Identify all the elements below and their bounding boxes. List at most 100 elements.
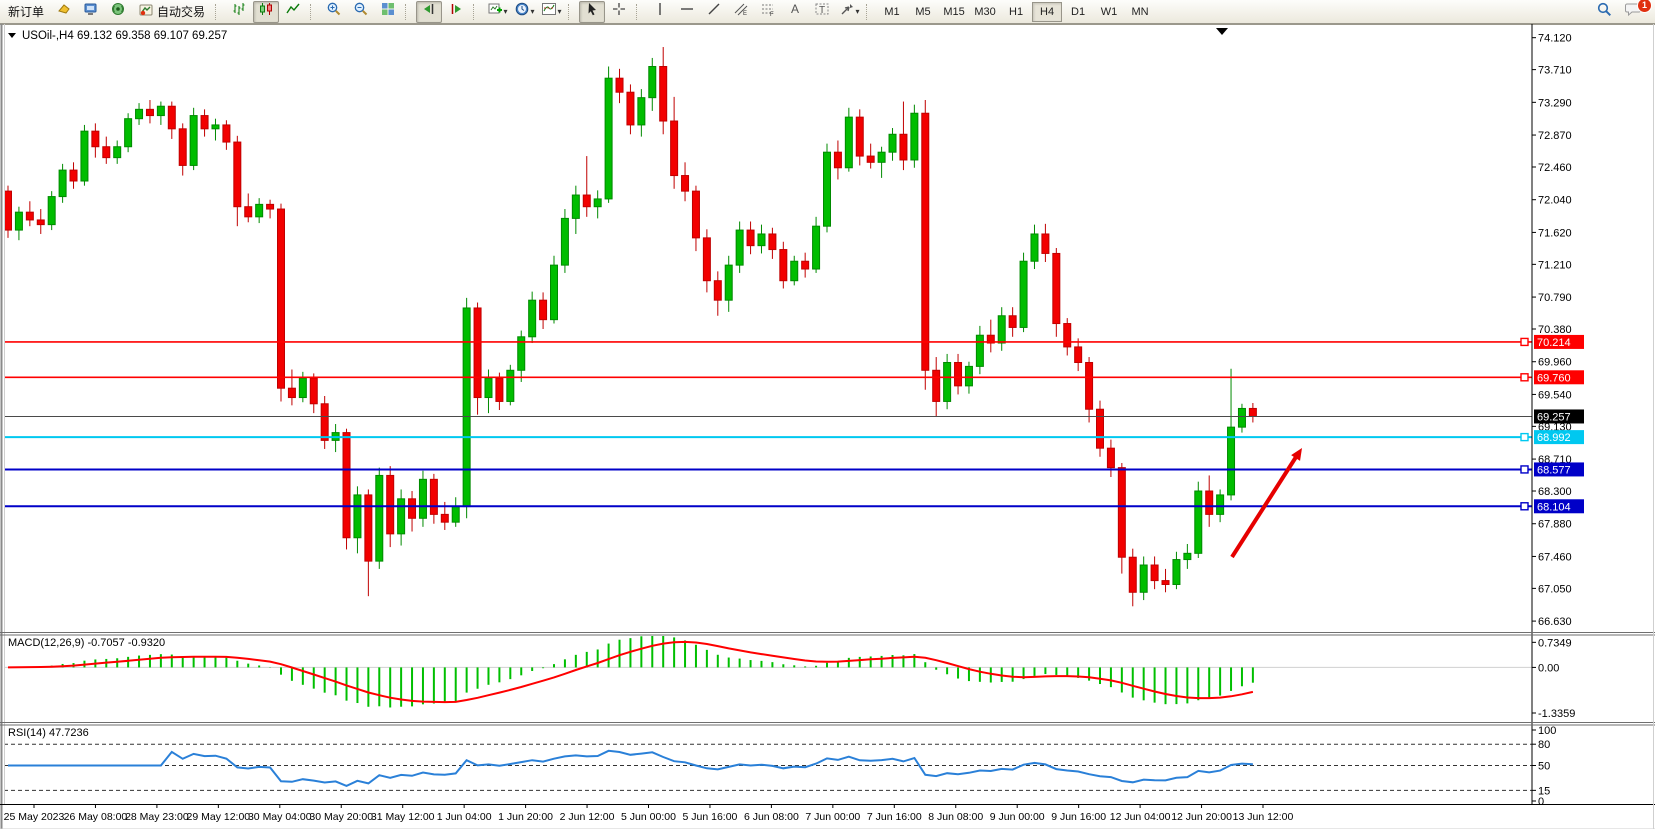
price-hlines[interactable]: 70.214 69.760 69.257 68.992 68.577 68.104 <box>4 334 1584 514</box>
price-label-text: 69.257 <box>1537 411 1571 423</box>
equidistant-channel-button[interactable]: E <box>728 1 754 23</box>
terminal-button[interactable] <box>105 1 131 23</box>
end-marker-icon <box>1216 28 1228 35</box>
market-watch-button[interactable] <box>51 1 77 23</box>
svg-text:74.120: 74.120 <box>1538 33 1572 45</box>
notifications-button[interactable]: 1 <box>1621 0 1652 23</box>
svg-text:71.210: 71.210 <box>1538 259 1572 271</box>
new-chart-button[interactable]: ▾ <box>484 1 510 23</box>
svg-text:6 Jun 08:00: 6 Jun 08:00 <box>744 811 799 823</box>
autotrade-button[interactable]: 自动交易 <box>132 1 211 23</box>
hline-handle[interactable] <box>1520 502 1529 511</box>
svg-text:0.00: 0.00 <box>1538 662 1559 674</box>
search-button[interactable] <box>1591 1 1617 23</box>
macd-label: MACD(12,26,9) -0.7057 -0.9320 <box>8 637 165 649</box>
equidistant-channel-icon: E <box>733 1 749 22</box>
navigator-button[interactable] <box>78 1 104 23</box>
timeframe-m1-button[interactable]: M1 <box>884 5 900 18</box>
timeframe-w1-button[interactable]: W1 <box>1100 5 1118 18</box>
svg-text:30 May 04:00: 30 May 04:00 <box>248 811 312 823</box>
candles-layer <box>4 47 1257 607</box>
auto-scroll-button[interactable] <box>416 0 443 23</box>
trend-arrow[interactable] <box>1230 448 1302 559</box>
price-label-text: 68.577 <box>1537 464 1571 476</box>
svg-text:50: 50 <box>1538 761 1550 773</box>
candlestick-chart-button[interactable] <box>253 0 280 23</box>
svg-text:A: A <box>791 2 799 16</box>
svg-text:12 Jun 04:00: 12 Jun 04:00 <box>1110 811 1171 823</box>
svg-text:9 Jun 16:00: 9 Jun 16:00 <box>1051 811 1106 823</box>
zoom-in-button[interactable] <box>321 1 347 23</box>
chart-shift-icon <box>448 1 464 22</box>
hline-handle[interactable] <box>1520 373 1529 382</box>
timeframe-h1-button[interactable]: H1 <box>1009 5 1024 18</box>
svg-text:-1.3359: -1.3359 <box>1538 708 1575 720</box>
chart-title: USOil-,H4 69.132 69.358 69.107 69.257 <box>8 30 227 42</box>
navigator-icon <box>83 1 99 22</box>
hline-handle[interactable] <box>1520 337 1529 347</box>
zoom-in-icon <box>326 1 342 22</box>
macd-signal-line <box>7 640 1254 704</box>
fibonacci-button[interactable]: F <box>755 1 781 23</box>
timeframe-group: M1 M5 M15 M30 H1 H4 D1 W1 MN <box>877 1 1155 22</box>
new-order-button[interactable]: 新订单 <box>2 1 50 23</box>
hline-handle[interactable] <box>1520 465 1529 474</box>
arrows-shapes-icon <box>839 1 855 22</box>
tile-windows-button[interactable] <box>375 1 401 23</box>
toolbar-separator <box>568 3 575 20</box>
cursor-icon <box>584 1 600 22</box>
line-chart-button[interactable] <box>280 1 306 23</box>
chart-shift-button[interactable] <box>443 1 469 23</box>
timeframe-mn-button[interactable]: MN <box>1131 5 1149 18</box>
rsi-panel: 100 80 50 150 RSI(14) 47.7236 <box>4 725 1556 808</box>
indicators-button[interactable]: ▾ <box>538 1 564 23</box>
svg-text:0.7349: 0.7349 <box>1538 637 1572 649</box>
crosshair-button[interactable] <box>606 1 632 23</box>
svg-text:0: 0 <box>1538 796 1544 808</box>
svg-text:28 May 23:00: 28 May 23:00 <box>125 811 189 823</box>
cursor-button[interactable] <box>579 0 606 23</box>
timeframe-m5-button[interactable]: M5 <box>915 5 931 18</box>
vertical-line-button[interactable] <box>647 1 673 23</box>
price-label <box>1534 462 1584 477</box>
crosshair-icon <box>611 1 627 22</box>
timeframe-d1-button[interactable]: D1 <box>1071 5 1086 18</box>
dropdown-caret-icon: ▾ <box>557 7 562 16</box>
ohlc-toggle-icon[interactable] <box>8 33 16 38</box>
bar-chart-button[interactable] <box>226 1 252 23</box>
text-label-button[interactable]: T <box>809 1 835 23</box>
svg-text:1 Jun 20:00: 1 Jun 20:00 <box>498 811 553 823</box>
timeframe-m15-button[interactable]: M15 <box>943 5 965 18</box>
dropdown-caret-icon: ▾ <box>855 7 860 16</box>
timeframe-m30-button[interactable]: M30 <box>974 5 996 18</box>
toolbar-separator <box>473 3 480 20</box>
svg-text:31 May 12:00: 31 May 12:00 <box>371 811 435 823</box>
timeframe-h4-button[interactable]: H4 <box>1032 1 1063 22</box>
svg-text:7 Jun 00:00: 7 Jun 00:00 <box>805 811 860 823</box>
svg-text:67.880: 67.880 <box>1538 519 1572 531</box>
price-label <box>1534 370 1584 385</box>
svg-text:7 Jun 16:00: 7 Jun 16:00 <box>867 811 922 823</box>
notification-badge: 1 <box>1637 0 1652 13</box>
rsi-label: RSI(14) 47.7236 <box>8 727 89 739</box>
zoom-out-button[interactable] <box>348 1 374 23</box>
svg-text:70.790: 70.790 <box>1538 292 1572 304</box>
toolbar-right-group: 1 <box>1591 0 1653 23</box>
autotrade-icon <box>138 2 154 21</box>
arrows-shapes-button[interactable]: ▾ <box>836 1 862 23</box>
chart-canvas[interactable]: 74.120 73.710 73.290 72.870 72.460 72.040 71.6… <box>0 24 1655 829</box>
price-label-text: 68.992 <box>1537 432 1571 444</box>
text-button[interactable]: A <box>782 1 808 23</box>
svg-text:1 Jun 04:00: 1 Jun 04:00 <box>437 811 492 823</box>
hline-handle[interactable] <box>1520 432 1529 442</box>
horizontal-line-button[interactable] <box>674 1 700 23</box>
price-label <box>1534 334 1584 349</box>
svg-text:T: T <box>819 5 825 16</box>
trendline-button[interactable] <box>701 1 727 23</box>
svg-text:73.290: 73.290 <box>1538 97 1572 109</box>
svg-text:71.620: 71.620 <box>1538 227 1572 239</box>
toolbar-separator <box>405 3 412 20</box>
svg-text:8 Jun 08:00: 8 Jun 08:00 <box>928 811 983 823</box>
toolbar-separator <box>215 3 222 20</box>
periods-button[interactable]: ▾ <box>511 1 537 23</box>
